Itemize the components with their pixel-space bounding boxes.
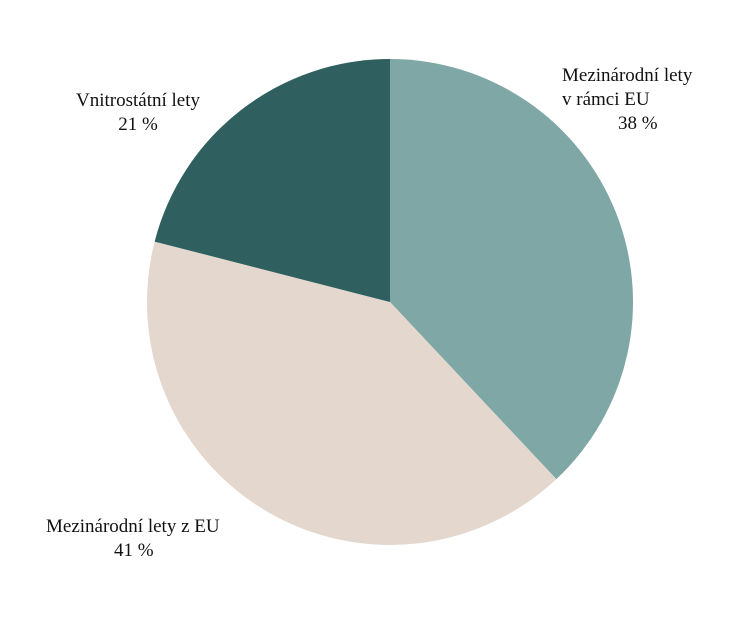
slice-intra-eu <box>390 59 633 480</box>
slice-label-intra-eu-line-2: v rámci EU <box>562 89 650 110</box>
slice-label-domestic-line-1: Vnitrostátní lety <box>76 90 201 111</box>
slice-value-domestic: 21 % <box>118 114 158 135</box>
slice-domestic <box>154 58 390 302</box>
slice-value-extra-eu: 41 % <box>114 540 154 561</box>
slice-label-domestic: Vnitrostátní lety 21 % <box>76 89 200 137</box>
pie-slices <box>146 58 633 545</box>
slice-label-extra-eu-line-1: Mezinárodní lety z EU <box>46 516 220 537</box>
slice-extra-eu <box>146 241 557 545</box>
slice-value-intra-eu: 38 % <box>618 113 658 134</box>
slice-label-extra-eu: Mezinárodní lety z EU 41 % <box>46 515 220 563</box>
slice-label-intra-eu: Mezinárodní lety v rámci EU 38 % <box>562 64 692 136</box>
slice-label-intra-eu-line-1: Mezinárodní lety <box>562 65 693 86</box>
